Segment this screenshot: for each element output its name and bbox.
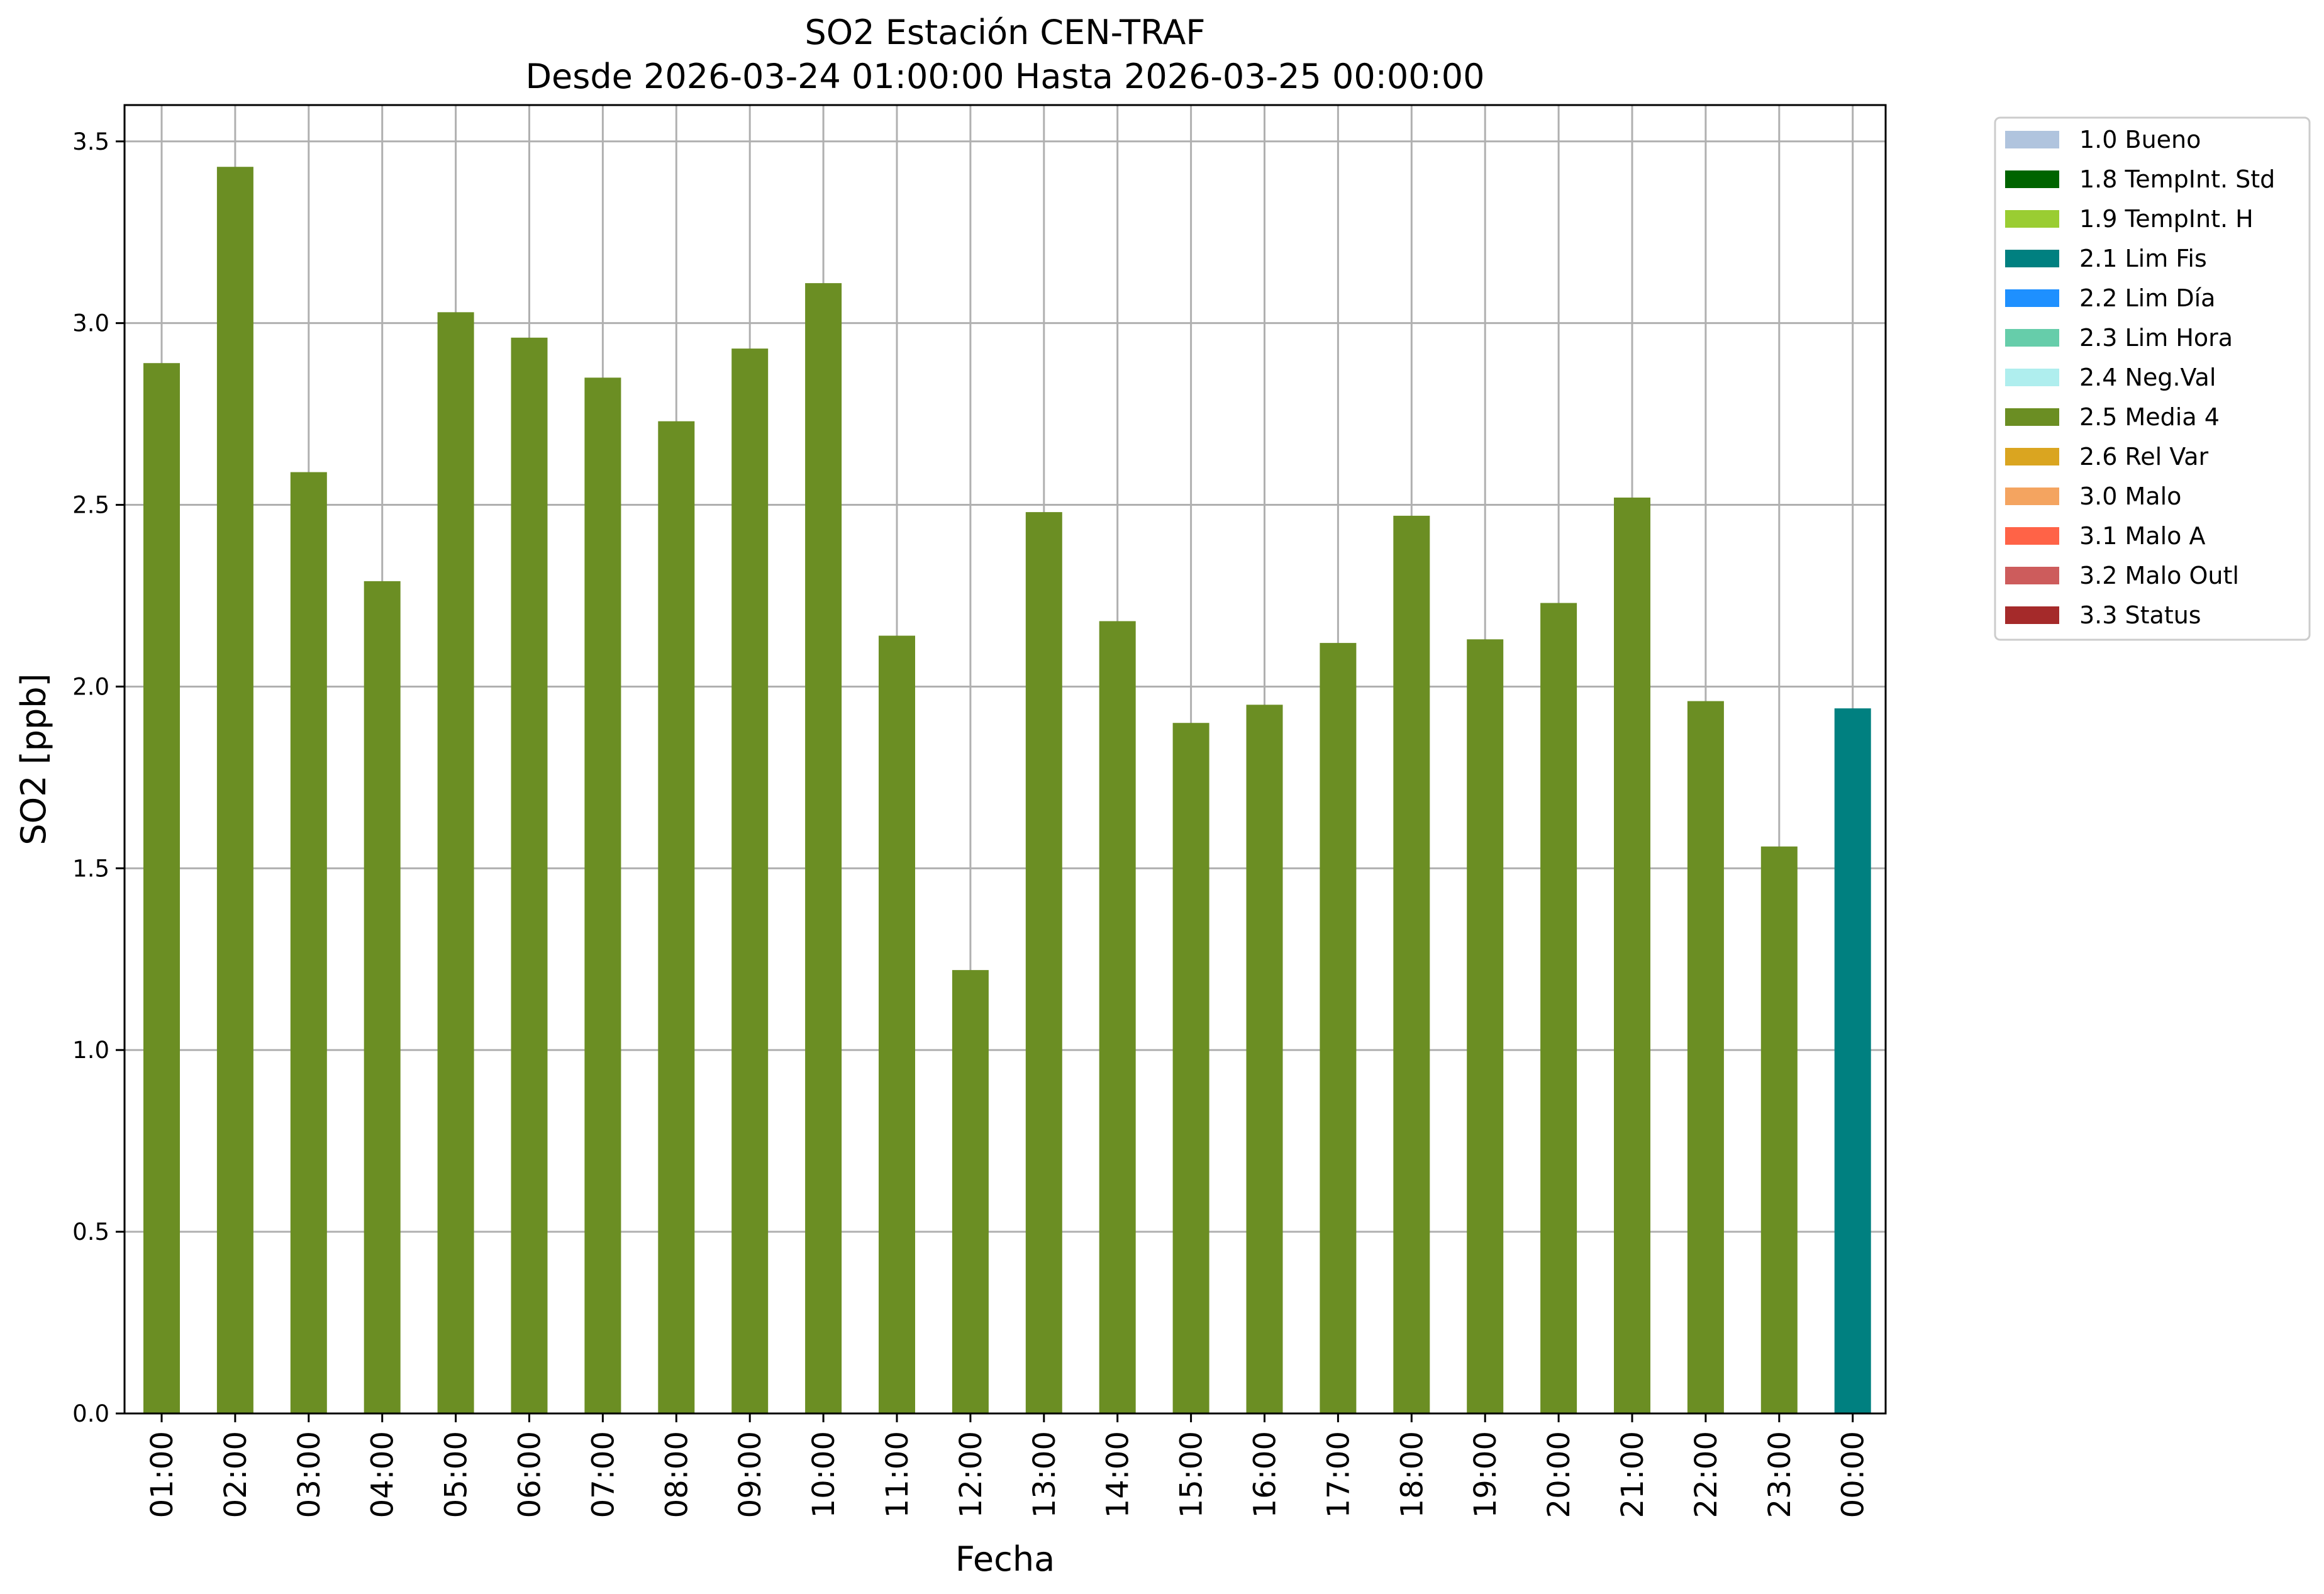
- legend-label: 2.4 Neg.Val: [2079, 364, 2216, 391]
- bar: [1246, 705, 1283, 1413]
- bar: [658, 421, 695, 1413]
- legend-swatch: [2005, 170, 2059, 188]
- x-tick-label: 20:00: [1542, 1431, 1577, 1518]
- x-tick-label: 04:00: [365, 1431, 401, 1518]
- x-tick-label: 05:00: [439, 1431, 474, 1518]
- y-tick-label: 2.5: [72, 492, 109, 519]
- bar: [952, 970, 989, 1413]
- x-tick-label: 07:00: [586, 1431, 621, 1518]
- x-tick-label: 11:00: [880, 1431, 915, 1518]
- legend-swatch: [2005, 289, 2059, 307]
- bar: [879, 635, 915, 1413]
- x-tick-label: 18:00: [1394, 1431, 1430, 1518]
- legend-label: 1.0 Bueno: [2079, 126, 2201, 153]
- bar: [1099, 621, 1136, 1413]
- legend-swatch: [2005, 131, 2059, 148]
- chart-subtitle: Desde 2026-03-24 01:00:00 Hasta 2026-03-…: [525, 57, 1484, 96]
- bar: [1320, 643, 1357, 1413]
- bar: [143, 363, 180, 1414]
- legend-label: 2.1 Lim Fis: [2079, 245, 2207, 272]
- y-axis-ticks: 0.0 0.5 1.0 1.5 2.0 2.5 3.0 3.5: [72, 128, 125, 1427]
- legend-label: 1.9 TempInt. H: [2079, 205, 2254, 233]
- x-tick-label: 13:00: [1027, 1431, 1062, 1518]
- legend-label: 1.8 TempInt. Std: [2079, 165, 2275, 193]
- legend-label: 3.3 Status: [2079, 601, 2201, 629]
- x-tick-label: 10:00: [806, 1431, 842, 1518]
- bar: [1393, 515, 1430, 1413]
- bar: [1614, 498, 1650, 1413]
- x-tick-label: 08:00: [659, 1431, 694, 1518]
- legend-label: 3.0 Malo: [2079, 482, 2181, 510]
- bar: [1834, 708, 1871, 1413]
- y-tick-label: 0.0: [72, 1400, 109, 1427]
- y-tick-label: 0.5: [72, 1218, 109, 1246]
- legend-swatch: [2005, 488, 2059, 505]
- legend-swatch: [2005, 527, 2059, 545]
- x-tick-label: 16:00: [1248, 1431, 1283, 1518]
- bar: [1687, 701, 1724, 1413]
- legend-label: 3.2 Malo Outl: [2079, 562, 2239, 589]
- bar: [1172, 723, 1209, 1413]
- legend-label: 2.3 Lim Hora: [2079, 324, 2233, 352]
- bar: [1760, 846, 1798, 1413]
- y-tick-label: 3.5: [72, 128, 109, 155]
- legend-swatch: [2005, 329, 2059, 347]
- y-tick-label: 3.0: [72, 310, 109, 337]
- x-tick-label: 00:00: [1836, 1431, 1871, 1518]
- legend-box: [1994, 116, 2311, 641]
- bar: [1467, 639, 1504, 1414]
- x-tick-label: 21:00: [1615, 1431, 1650, 1518]
- y-axis-label: SO2 [ppb]: [14, 673, 53, 845]
- legend-swatch: [2005, 606, 2059, 624]
- x-tick-label: 22:00: [1689, 1431, 1724, 1518]
- bar: [364, 581, 401, 1413]
- x-tick-label: 17:00: [1321, 1431, 1356, 1518]
- bar: [1540, 603, 1577, 1413]
- bar: [437, 312, 474, 1413]
- bar: [511, 337, 548, 1413]
- legend-label: 2.5 Media 4: [2079, 403, 2220, 431]
- legend-label: 2.2 Lim Día: [2079, 284, 2215, 312]
- bar: [805, 283, 842, 1414]
- legend-swatch: [2005, 408, 2059, 426]
- bars: [143, 167, 1871, 1414]
- x-tick-label: 23:00: [1762, 1431, 1798, 1518]
- x-tick-label: 02:00: [218, 1431, 253, 1518]
- legend-swatch: [2005, 448, 2059, 465]
- y-tick-label: 1.5: [72, 855, 109, 882]
- legend: 1.0 Bueno 1.8 TempInt. Std 1.9 TempInt. H 2…: [1994, 116, 2311, 641]
- legend-label: 3.1 Malo A: [2079, 522, 2205, 550]
- legend-swatch: [2005, 250, 2059, 267]
- x-tick-label: 12:00: [954, 1431, 989, 1518]
- x-tick-label: 03:00: [292, 1431, 327, 1518]
- bar: [731, 348, 769, 1413]
- plot-frame: [123, 104, 1887, 1415]
- x-tick-label: 19:00: [1468, 1431, 1503, 1518]
- bar: [216, 167, 253, 1414]
- x-tick-label: 15:00: [1174, 1431, 1209, 1518]
- bar: [1025, 512, 1062, 1413]
- y-tick-label: 1.0: [72, 1037, 109, 1064]
- bar: [584, 377, 621, 1414]
- x-axis-ticks: 01:00 02:00 03:00 04:00 05:00 06:00 07:00 08:00…: [145, 1413, 1871, 1518]
- x-tick-label: 14:00: [1101, 1431, 1136, 1518]
- legend-swatch: [2005, 210, 2059, 228]
- y-tick-label: 2.0: [72, 673, 109, 700]
- x-axis-label: Fecha: [955, 1539, 1055, 1579]
- legend-swatch: [2005, 369, 2059, 386]
- x-tick-label: 09:00: [733, 1431, 768, 1518]
- x-tick-label: 06:00: [513, 1431, 548, 1518]
- chart-title: SO2 Estación CEN-TRAF: [804, 13, 1205, 52]
- legend-label: 2.6 Rel Var: [2079, 443, 2209, 471]
- x-tick-label: 01:00: [145, 1431, 180, 1518]
- bar: [290, 472, 327, 1413]
- legend-swatch: [2005, 567, 2059, 584]
